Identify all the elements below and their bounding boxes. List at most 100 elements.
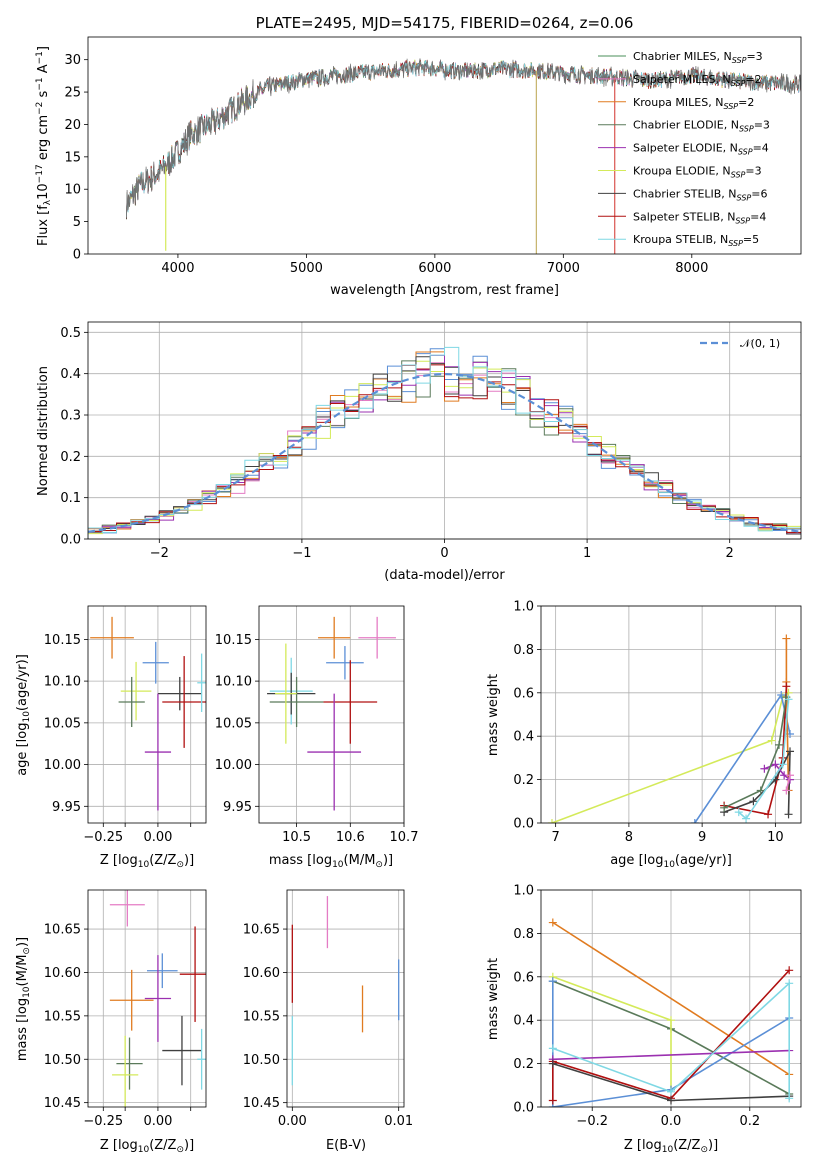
massz-x-axis-label-span: ⊙ xyxy=(176,1145,184,1155)
massweight-marker xyxy=(742,814,751,823)
plot-area xyxy=(291,896,400,1086)
y-tick-label: 0.5 xyxy=(60,326,81,341)
x-tick-label: 0 xyxy=(440,546,448,561)
agem-x-axis-label-span: )] xyxy=(383,853,393,868)
x-tick-label: 0.00 xyxy=(143,1114,172,1129)
spectrum-y-axis-label-span: −1 xyxy=(35,77,45,90)
spectrum-y-axis-label-span: erg cm xyxy=(36,115,51,164)
y-tick-label: 10.45 xyxy=(243,1096,280,1111)
spectrum-title: PLATE=2495, MJD=54175, FIBERID=0264, z=0… xyxy=(256,14,634,32)
y-tick-label: 0.2 xyxy=(513,773,534,788)
legend-label-sub: SSP xyxy=(731,79,746,88)
massz-x-axis-label-span: )] xyxy=(184,1138,194,1153)
x-tick-label: 5000 xyxy=(290,261,323,276)
agem-x-axis-label-span: mass [log xyxy=(269,853,332,868)
x-tick-label: 6000 xyxy=(418,261,451,276)
legend-label: Kroupa MILES, NSSP=2 xyxy=(633,96,754,111)
massz-y-axis-label-span: 10 xyxy=(22,986,32,998)
axes-frame xyxy=(540,605,802,824)
y-tick-label: 10.60 xyxy=(44,966,81,981)
spectrum-y-axis-label-span: −17 xyxy=(35,164,45,183)
massweight-marker xyxy=(760,764,769,773)
agem-x-axis-label-span: ⊙ xyxy=(375,860,383,870)
legend-label: Chabrier MILES, NSSP=3 xyxy=(633,50,763,65)
legend-label-text: Chabrier STELIB, N xyxy=(633,187,737,200)
mwz-x-axis-label-span: Z [log xyxy=(624,1138,662,1153)
age-vs-metallicity-panel: −0.25 0.00 9.95 10.00 10.05 10.10 10.15 age [lo… xyxy=(15,605,207,870)
massweight-marker xyxy=(785,966,794,975)
x-tick-label: 0.00 xyxy=(143,830,172,845)
massz-y-axis-label: mass [log10(M/M⊙)] xyxy=(15,937,32,1061)
massweight-line-7 xyxy=(552,981,791,1099)
x-tick-label: −2 xyxy=(150,546,169,561)
spectrum-y-axis-label-span: Flux [f xyxy=(36,205,51,246)
x-tick-label: 7000 xyxy=(547,261,580,276)
y-tick-label: 0.8 xyxy=(513,927,534,942)
massweight-marker xyxy=(775,740,784,749)
x-tick-label: 0.00 xyxy=(278,1114,307,1129)
axes-frame xyxy=(540,889,802,1108)
massz-y-axis-label-span: ⊙ xyxy=(22,947,32,955)
mwz-x-axis-label-span: )] xyxy=(708,1138,718,1153)
massweight-marker xyxy=(785,1094,794,1103)
x-tick-label: 1 xyxy=(583,546,591,561)
x-tick-label: 0.01 xyxy=(384,1114,413,1129)
legend-label-text: Salpeter STELIB, N xyxy=(633,210,735,223)
massz-x-axis-label-span: 10 xyxy=(138,1145,150,1155)
legend-label-text: Chabrier MILES, N xyxy=(633,50,732,63)
massweight-marker xyxy=(667,1087,675,1096)
spectrum-y-axis-label-span: λ xyxy=(43,199,53,205)
mwage-x-axis-label: age [log10(age/yr)] xyxy=(610,853,732,870)
massweight-line-3 xyxy=(723,686,788,816)
massweight-marker xyxy=(734,808,743,817)
massweight-line-0 xyxy=(552,921,790,1076)
y-tick-label: 0.3 xyxy=(60,409,81,424)
agez-x-axis-label-span: )] xyxy=(184,853,194,868)
massweight-marker xyxy=(690,819,699,823)
x-tick-label: −0.2 xyxy=(576,1114,608,1129)
y-tick-label: 0.0 xyxy=(513,1101,534,1116)
residual-y-axis-label: Normed distribution xyxy=(36,366,51,496)
massweight-marker xyxy=(749,797,758,806)
massweight-age-y-axis-label: mass weight xyxy=(486,674,501,756)
mwz-x-axis-label-span: ⊙ xyxy=(700,1145,708,1155)
massweight-marker xyxy=(667,1096,675,1105)
legend-label-text: =3 xyxy=(754,119,770,132)
agez-x-axis-label-span: Z [log xyxy=(100,853,138,868)
axes-frame xyxy=(87,36,802,255)
y-tick-label: 0.2 xyxy=(513,1057,534,1072)
x-tick-label: −0.25 xyxy=(83,1114,123,1129)
y-tick-label: 10.65 xyxy=(243,923,280,938)
legend-label-text: =6 xyxy=(751,187,767,200)
grid xyxy=(287,890,404,1107)
legend-label-text: Salpeter ELODIE, N xyxy=(633,142,738,155)
massweight-Z-y-axis-label: mass weight xyxy=(486,958,501,1040)
spectrum-data-line xyxy=(126,58,801,219)
massz-y-axis-label-span: (M/M xyxy=(15,955,30,987)
spectrum-y-axis-label-span: −1 xyxy=(35,51,45,64)
axes-frame xyxy=(87,321,802,540)
y-tick-label: 10.50 xyxy=(44,1053,81,1068)
y-tick-label: 9.95 xyxy=(223,800,252,815)
y-tick-label: 10.55 xyxy=(243,1009,280,1024)
residual-histogram-panel: −2 −1 0 1 2 0.0 0.1 0.2 0.3 0.4 0.5 𝒩(0, 1) xyxy=(60,321,802,561)
agem-x-axis-label: mass [log10(M/M⊙)] xyxy=(269,853,393,870)
spectrum-x-axis-label: wavelength [Angstrom, rest frame] xyxy=(330,283,559,298)
y-tick-label: 10.15 xyxy=(215,633,252,648)
massweight-marker xyxy=(548,1044,557,1053)
agez-y-axis-label-span: (age/yr)] xyxy=(15,654,30,711)
massweight-line-2 xyxy=(552,976,672,1090)
plot-area xyxy=(88,346,801,539)
y-tick-label: 0.6 xyxy=(513,686,534,701)
y-tick-label: 0.4 xyxy=(60,367,81,382)
massweight-vs-metallicity-panel: −0.2 0.0 0.2 0.0 0.2 0.4 0.6 0.8 1.0 Z [log10(Z/Z… xyxy=(513,884,802,1155)
agez-y-axis-label-span: 10 xyxy=(22,711,32,723)
y-tick-label: 0.2 xyxy=(60,450,81,465)
legend-label-sub: SSP xyxy=(737,193,752,202)
legend-label-text: =4 xyxy=(750,210,766,223)
mwz-x-axis-label-span: (Z/Z xyxy=(673,1138,700,1153)
massweight-marker xyxy=(720,803,729,812)
histogram-series-8 xyxy=(88,346,801,539)
x-tick-label: 10.5 xyxy=(282,830,311,845)
